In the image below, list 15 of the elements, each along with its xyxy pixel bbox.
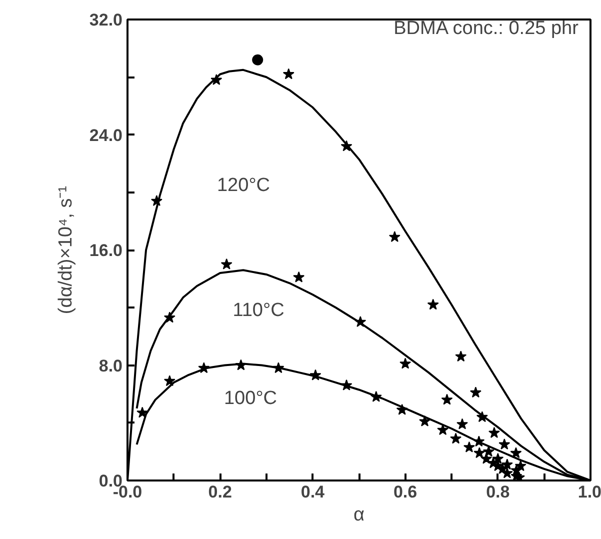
y-tick-label: 24.0 xyxy=(89,126,123,145)
y-axis-title: (dα/dt)×10⁴, s⁻¹ xyxy=(55,186,76,314)
x-tick-label: 1.0 xyxy=(578,482,601,502)
annotation: 110°C xyxy=(232,300,284,321)
annotation: BDMA conc.: 0.25 phr xyxy=(394,18,580,39)
x-tick-label: 0.8 xyxy=(486,482,510,502)
x-tick-label: 0.2 xyxy=(208,482,232,502)
y-tick-label: 8.0 xyxy=(98,356,123,376)
y-tick-label: 32.0 xyxy=(89,10,123,30)
annotation: 100°C xyxy=(224,388,278,409)
x-tick-label: 0.4 xyxy=(300,482,326,502)
x-tick-label: 0.6 xyxy=(393,482,418,502)
x-axis-title: α xyxy=(354,504,365,526)
annotation: 120°C xyxy=(216,175,270,196)
y-tick-label: 16.0 xyxy=(89,241,123,260)
